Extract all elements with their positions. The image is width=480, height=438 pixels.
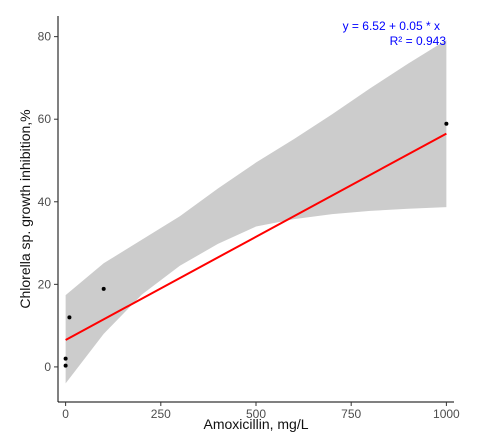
y-tick-label: 20 [38,277,52,291]
data-point-1 [63,363,68,368]
regression-line-layer [65,132,447,341]
y-tick-label: 80 [38,30,52,44]
data-point-3 [67,315,72,320]
axes-layer: 0 250 500 750 1000 0 20 40 60 80 [38,16,460,421]
x-axis-title: Amoxicillin, mg/L [203,416,308,432]
x-tick-label: 0 [62,407,69,421]
y-tick-label: 0 [44,360,51,374]
regression-line [65,132,447,341]
y-axis-title: Chlorella sp. growth inhibition,% [17,109,33,308]
x-tick-label: 500 [246,407,266,421]
regression-equation-label: y = 6.52 + 0.05 * x [343,19,440,33]
confidence-band-layer [65,39,447,384]
x-tick-label: 250 [151,407,171,421]
x-tick-label: 750 [341,407,361,421]
y-tick-label: 40 [38,195,52,209]
data-point-4 [101,286,106,291]
data-point-2 [63,356,68,361]
labels-layer: y = 6.52 + 0.05 * x R² = 0.943 Amoxicill… [17,19,446,432]
data-point-5 [444,121,449,126]
confidence-band [65,39,447,384]
x-tick-label: 1000 [433,407,460,421]
data-points-layer [63,121,449,368]
y-tick-label: 60 [38,112,52,126]
r-squared-label: R² = 0.943 [390,34,447,48]
